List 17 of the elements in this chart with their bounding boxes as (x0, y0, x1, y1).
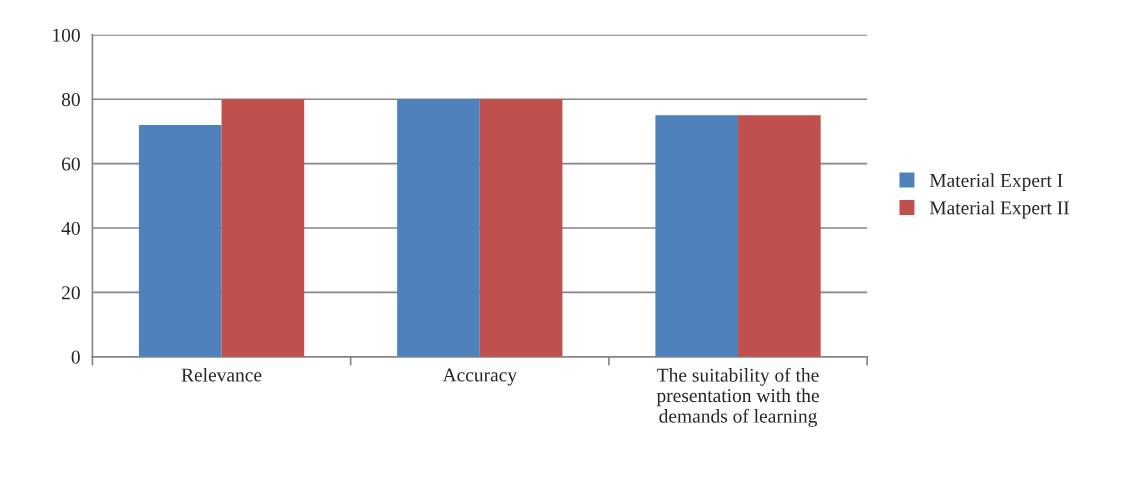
bar (397, 99, 480, 357)
y-tick-label: 100 (53, 28, 80, 42)
y-tick-label: 0 (71, 350, 80, 364)
bar (221, 99, 305, 357)
bar (479, 99, 563, 357)
bar (738, 115, 821, 357)
legend-label: Material Expert I (929, 173, 1063, 191)
legend-label: Material Expert II (929, 200, 1069, 219)
y-tick-label: 20 (62, 286, 80, 300)
bar (655, 115, 739, 357)
x-tick-label: Accuracy (442, 368, 517, 386)
bar (138, 124, 222, 357)
y-tick-label: 60 (62, 157, 80, 171)
y-tick-label: 80 (61, 93, 80, 107)
x-tick-label: Relevance (181, 367, 262, 382)
y-tick-label: 40 (61, 221, 80, 235)
x-tick-label: The suitability of the presentation with the demands of learning (656, 367, 819, 427)
